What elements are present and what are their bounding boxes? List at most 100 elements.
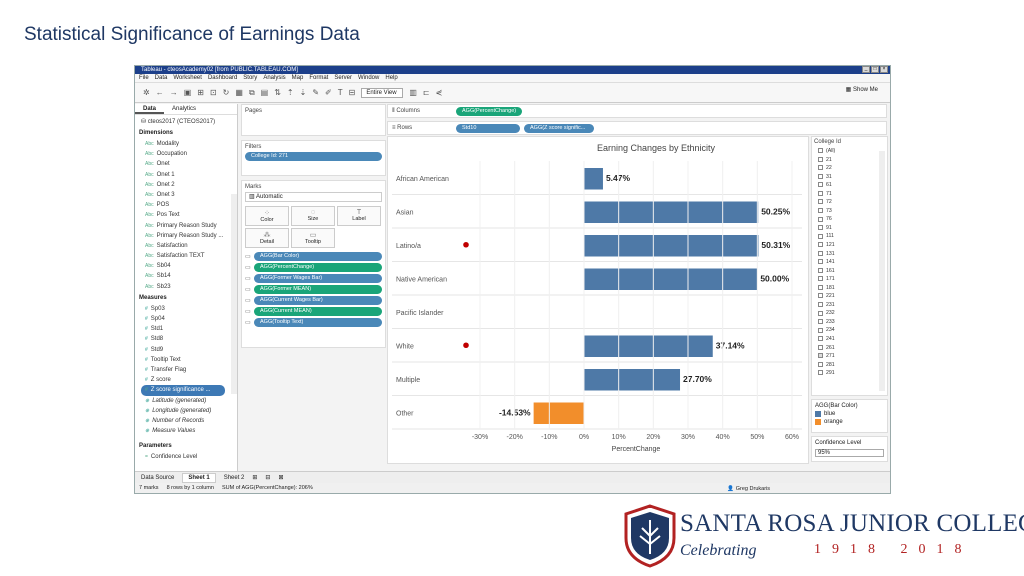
field-item[interactable]: ⊕ Number of Records: [135, 416, 237, 426]
marks-pill[interactable]: AGG(Former Wages Bar): [254, 274, 382, 283]
field-item[interactable]: # Tooltip Text: [135, 355, 237, 365]
bar[interactable]: [584, 369, 681, 391]
menu-item-format[interactable]: Format: [309, 75, 329, 81]
marks-pill[interactable]: AGG(Current Wages Bar): [254, 296, 382, 305]
field-item[interactable]: Abc Primary Reason Study ...: [135, 231, 237, 241]
new-worksheet-icon[interactable]: ⊞: [252, 475, 258, 481]
new-datasource-icon[interactable]: ⊞: [197, 88, 204, 97]
highlight-icon[interactable]: ✎: [312, 88, 320, 97]
college-id-option[interactable]: 271: [814, 352, 885, 361]
college-id-option[interactable]: 72: [814, 198, 885, 207]
fix-axes-icon[interactable]: ⊟: [348, 88, 356, 97]
marks-pill[interactable]: AGG(Current MEAN): [254, 307, 382, 316]
college-id-option[interactable]: 121: [814, 241, 885, 250]
tab-data[interactable]: Data: [135, 104, 165, 114]
save-icon[interactable]: ▣: [183, 88, 192, 97]
label-button[interactable]: T Label: [337, 206, 381, 226]
rows-pill-zscore[interactable]: AGG(Z score signific...: [524, 123, 594, 133]
marks-pill[interactable]: AGG(Bar Color): [254, 252, 382, 261]
field-item[interactable]: Abc Sb14: [135, 271, 237, 281]
tab-data-source[interactable]: Data Source: [141, 474, 175, 481]
college-id-scrollbar[interactable]: [879, 151, 885, 391]
field-item[interactable]: Abc Onet 2: [135, 180, 237, 190]
close-button[interactable]: ×: [880, 66, 888, 73]
field-item[interactable]: Abc Pos Text: [135, 210, 237, 220]
college-id-option[interactable]: 73: [814, 207, 885, 216]
menu-item-dashboard[interactable]: Dashboard: [207, 75, 238, 81]
field-item[interactable]: Abc POS: [135, 200, 237, 210]
college-id-option[interactable]: 131: [814, 250, 885, 259]
size-button[interactable]: ◌ Size: [291, 206, 335, 226]
field-item[interactable]: # Transfer Flag: [135, 365, 237, 375]
menu-item-map[interactable]: Map: [291, 75, 304, 81]
new-story-icon[interactable]: ⊠: [278, 475, 284, 481]
field-item[interactable]: ⊕ Measure Values: [135, 426, 237, 436]
bar[interactable]: [584, 268, 758, 291]
field-item[interactable]: Abc Sb23: [135, 282, 237, 292]
menu-item-story[interactable]: Story: [243, 75, 258, 81]
college-id-option[interactable]: 231: [814, 301, 885, 310]
new-sheet-icon[interactable]: ▦: [235, 88, 243, 97]
data-pane-scrollbar[interactable]: [231, 194, 237, 394]
presentation-icon[interactable]: ⊏: [422, 88, 430, 97]
cards-icon[interactable]: ▥: [409, 88, 417, 97]
marks-pill[interactable]: AGG(Former MEAN): [254, 285, 382, 294]
filter-pill[interactable]: College Id: 271: [245, 152, 382, 161]
minimize-button[interactable]: _: [862, 66, 870, 73]
college-id-option[interactable]: 91: [814, 224, 885, 233]
marks-type-select[interactable]: ▥ Automatic: [245, 192, 382, 202]
tab-analytics[interactable]: Analytics: [172, 106, 197, 112]
legend-item[interactable]: blue: [815, 411, 884, 417]
field-item[interactable]: Abc Primary Reason Study: [135, 221, 237, 231]
field-item[interactable]: Abc Onet 3: [135, 190, 237, 200]
menu-item-help[interactable]: Help: [385, 75, 398, 81]
bar[interactable]: [584, 201, 759, 224]
user-menu[interactable]: 👤 Greg Drukaris: [727, 486, 770, 492]
back-icon[interactable]: ←: [155, 88, 164, 97]
confidence-select[interactable]: 95%: [815, 449, 884, 457]
columns-shelf[interactable]: ⦀ Columns AGG(PercentChange): [387, 104, 887, 118]
tableau-icon[interactable]: ✲: [143, 88, 150, 97]
college-id-option[interactable]: 71: [814, 190, 885, 199]
field-item[interactable]: # Std9: [135, 345, 237, 355]
college-id-option[interactable]: 233: [814, 318, 885, 327]
field-item[interactable]: Abc Occupation: [135, 149, 237, 159]
field-item[interactable]: # Std8: [135, 334, 237, 344]
sort-desc-icon[interactable]: ⇣: [299, 88, 307, 97]
college-id-option[interactable]: 111: [814, 232, 885, 241]
college-id-option[interactable]: 281: [814, 361, 885, 370]
show-me-button[interactable]: ▦ Show Me: [846, 86, 878, 93]
data-source[interactable]: ⛁ cteos2017 (CTEOS2017): [135, 115, 237, 127]
marks-pill[interactable]: AGG(PercentChange): [254, 263, 382, 272]
college-id-option[interactable]: 291: [814, 369, 885, 378]
maximize-button[interactable]: □: [871, 66, 879, 73]
college-id-option[interactable]: 181: [814, 284, 885, 293]
rows-pill-std10[interactable]: Std10: [456, 123, 520, 133]
college-id-option[interactable]: 241: [814, 335, 885, 344]
menu-item-window[interactable]: Window: [358, 75, 380, 81]
field-item[interactable]: Abc Satisfaction TEXT: [135, 251, 237, 261]
college-id-option[interactable]: (All): [814, 147, 885, 156]
menu-item-data[interactable]: Data: [154, 75, 168, 81]
field-item[interactable]: Abc Onet: [135, 159, 237, 169]
college-id-option[interactable]: 141: [814, 258, 885, 267]
new-dashboard-icon[interactable]: ⊟: [265, 475, 271, 481]
college-id-option[interactable]: 22: [814, 164, 885, 173]
parameter-item[interactable]: = Confidence Level: [135, 452, 237, 462]
refresh-icon[interactable]: ↻: [222, 88, 230, 97]
college-id-option[interactable]: 221: [814, 292, 885, 301]
duplicate-icon[interactable]: ⧉: [248, 87, 255, 97]
college-id-option[interactable]: 61: [814, 181, 885, 190]
share-icon[interactable]: ⋞: [435, 88, 443, 97]
pages-card[interactable]: Pages: [241, 104, 386, 136]
field-item[interactable]: Abc Onet 1: [135, 170, 237, 180]
field-item[interactable]: ⊕ Longitude (generated): [135, 406, 237, 416]
college-id-option[interactable]: 261: [814, 344, 885, 353]
labels-icon[interactable]: T: [337, 88, 343, 97]
menu-item-analysis[interactable]: Analysis: [263, 75, 286, 81]
field-item[interactable]: Abc Modality: [135, 139, 237, 149]
college-id-option[interactable]: 171: [814, 275, 885, 284]
field-selected-measure[interactable]: # Z score significance ...: [141, 385, 225, 396]
tab-sheet-2[interactable]: Sheet 2: [223, 474, 245, 481]
bar[interactable]: [584, 168, 603, 190]
